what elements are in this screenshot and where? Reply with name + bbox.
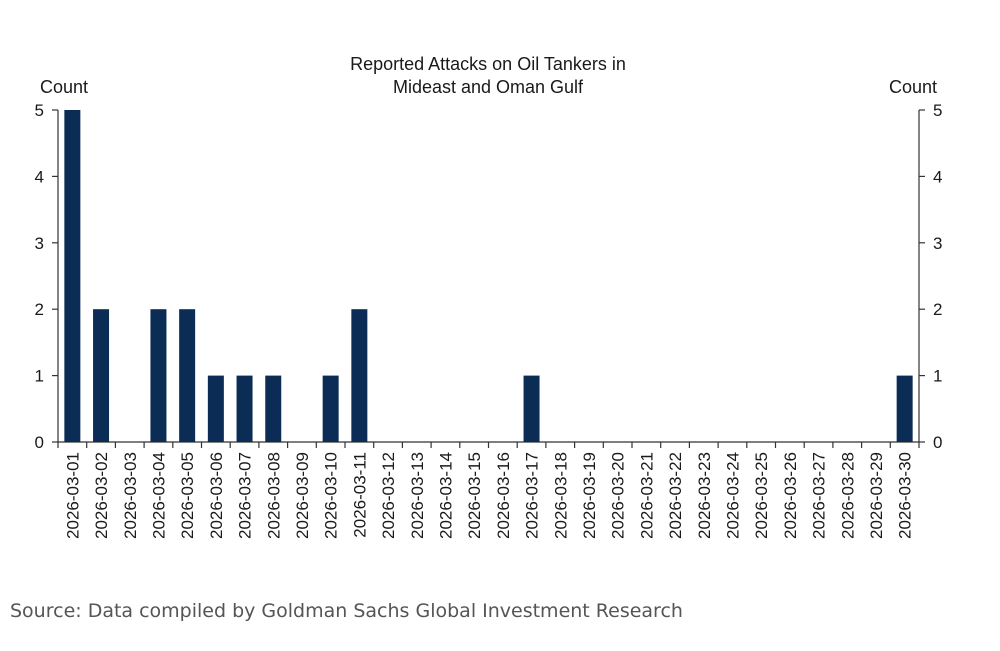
- x-tick-label: 2026-03-03: [121, 452, 140, 539]
- x-tick-label: 2026-03-05: [178, 452, 197, 539]
- x-tick-label: 2026-03-22: [666, 452, 685, 539]
- y-axis-label-left: Count: [40, 77, 88, 97]
- bar-2026-03-17: [523, 375, 540, 442]
- x-tick-label: 2026-03-08: [264, 452, 283, 539]
- x-tick-label: 2026-03-13: [408, 452, 427, 539]
- x-tick-label: 2026-03-19: [580, 452, 599, 539]
- y-tick-label-left: 3: [35, 234, 44, 253]
- x-tick-label: 2026-03-17: [523, 452, 542, 539]
- x-tick-label: 2026-03-09: [293, 452, 312, 539]
- chart-title: Reported Attacks on Oil Tankers in: [350, 54, 626, 74]
- x-tick-label: 2026-03-27: [810, 452, 829, 539]
- bar-2026-03-08: [265, 375, 282, 442]
- x-tick-label: 2026-03-29: [867, 452, 886, 539]
- x-tick-label: 2026-03-26: [781, 452, 800, 539]
- x-tick-label: 2026-03-12: [379, 452, 398, 539]
- x-tick-label: 2026-03-16: [494, 452, 513, 539]
- bar-2026-03-07: [236, 375, 253, 442]
- x-tick-label: 2026-03-15: [465, 452, 484, 539]
- x-tick-label: 2026-03-11: [350, 452, 369, 538]
- bar-2026-03-10: [322, 375, 339, 442]
- x-tick-label: 2026-03-10: [322, 452, 341, 539]
- y-tick-label-right: 1: [933, 367, 942, 386]
- x-tick-label: 2026-03-20: [609, 452, 628, 539]
- y-tick-label-left: 5: [35, 101, 44, 120]
- bar-chart: Reported Attacks on Oil Tankers in Mideas…: [35, 54, 943, 539]
- x-tick-label: 2026-03-02: [92, 452, 111, 539]
- y-tick-label-right: 3: [933, 234, 942, 253]
- x-tick-label: 2026-03-21: [637, 452, 656, 539]
- x-tick-label: 2026-03-04: [149, 452, 168, 539]
- x-tick-label: 2026-03-23: [695, 452, 714, 539]
- y-tick-label-right: 0: [933, 433, 942, 452]
- bar-2026-03-02: [93, 309, 110, 442]
- x-tick-label: 2026-03-25: [752, 452, 771, 539]
- x-tick-label: 2026-03-01: [63, 452, 82, 539]
- source-note: Source: Data compiled by Goldman Sachs G…: [10, 600, 683, 622]
- y-tick-label-left: 4: [35, 167, 44, 186]
- y-tick-label-right: 4: [933, 167, 942, 186]
- x-tick-label: 2026-03-24: [723, 452, 742, 539]
- bar-2026-03-11: [351, 309, 368, 442]
- bar-2026-03-01: [64, 110, 81, 442]
- x-tick-label: 2026-03-30: [896, 452, 915, 539]
- x-tick-label: 2026-03-07: [236, 452, 255, 539]
- x-tick-label: 2026-03-18: [551, 452, 570, 539]
- chart-title: Mideast and Oman Gulf: [393, 77, 584, 97]
- bar-2026-03-05: [179, 309, 196, 442]
- y-tick-label-left: 0: [35, 433, 44, 452]
- y-tick-label-left: 2: [35, 300, 44, 319]
- y-tick-label-left: 1: [35, 367, 44, 386]
- x-tick-label: 2026-03-28: [838, 452, 857, 539]
- bar-2026-03-04: [150, 309, 167, 442]
- bar-2026-03-06: [207, 375, 224, 442]
- x-tick-label: 2026-03-14: [436, 452, 455, 539]
- y-tick-label-right: 2: [933, 300, 942, 319]
- y-tick-label-right: 5: [933, 101, 942, 120]
- y-axis-label-right: Count: [889, 77, 937, 97]
- x-tick-label: 2026-03-06: [207, 452, 226, 539]
- bar-2026-03-30: [896, 375, 913, 442]
